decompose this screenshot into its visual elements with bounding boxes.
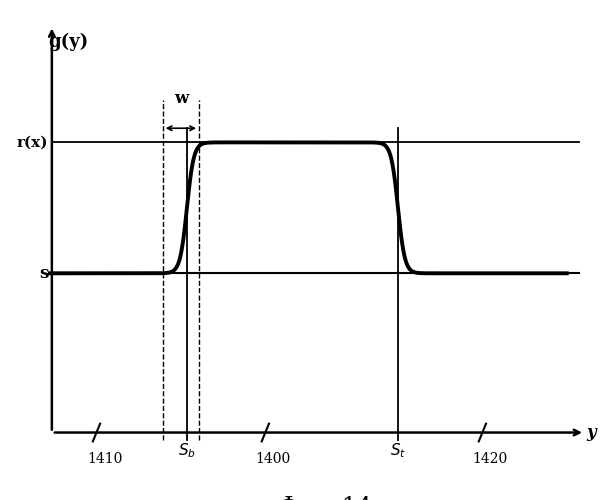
Text: 1410: 1410 <box>87 452 122 466</box>
Text: $S_b$: $S_b$ <box>178 442 196 460</box>
Text: 1420: 1420 <box>473 452 508 466</box>
Text: s: s <box>39 265 48 282</box>
Text: r(x): r(x) <box>17 136 48 149</box>
Text: $S_t$: $S_t$ <box>390 442 406 460</box>
Text: 1400: 1400 <box>256 452 291 466</box>
Text: Фиг. 14: Фиг. 14 <box>279 496 372 500</box>
Text: y: y <box>586 424 596 441</box>
Text: w: w <box>174 90 188 107</box>
Text: g(y): g(y) <box>48 32 89 51</box>
